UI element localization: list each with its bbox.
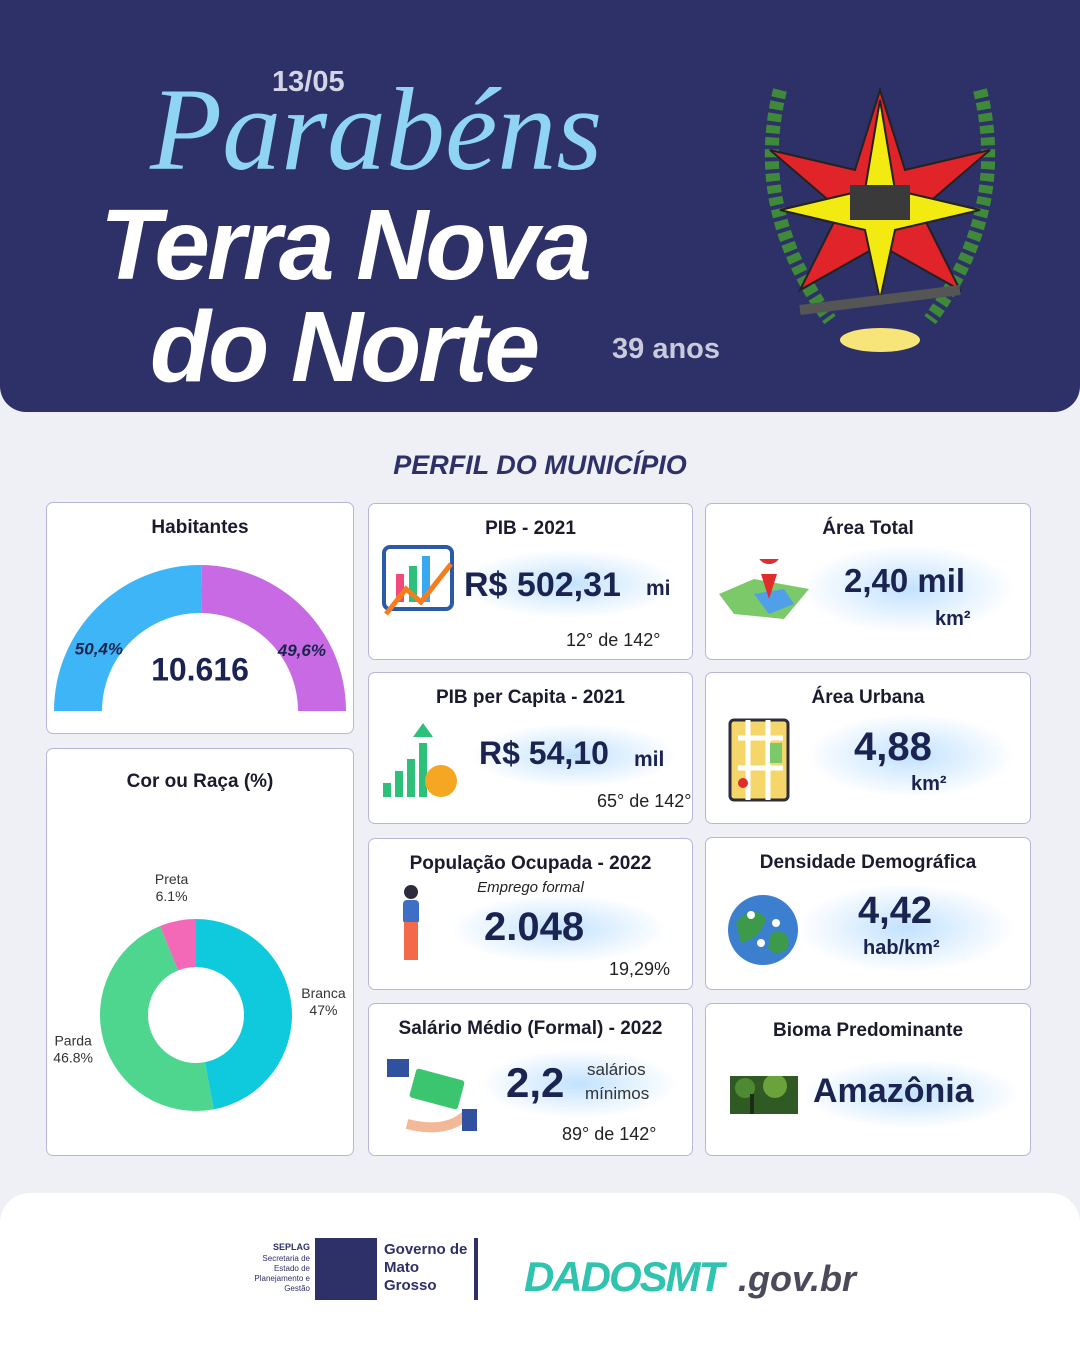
unit: mínimos <box>585 1084 650 1103</box>
card-title: Área Total <box>822 518 914 539</box>
icon <box>403 885 419 960</box>
unit: hab/km² <box>863 937 940 959</box>
card: PIB per Capita - 2021 R$ 54,10 mil 65° d… <box>368 672 693 824</box>
gov-line: Governo de <box>384 1241 468 1258</box>
icon <box>382 545 454 616</box>
gov-line: Mato <box>384 1259 419 1276</box>
unit: km² <box>935 608 971 630</box>
glow <box>796 883 1016 973</box>
divider <box>474 1238 478 1300</box>
rank: 12° de 142° <box>566 630 661 650</box>
unit: mi <box>646 577 671 600</box>
gov-line: Grosso <box>384 1277 437 1294</box>
value: 2,2 <box>506 1059 565 1106</box>
glow <box>801 1059 1021 1129</box>
card: Densidade Demográfica 4,42 hab/km² <box>705 837 1031 990</box>
icon <box>728 895 798 965</box>
card: Área Total 2,40 mil km² <box>705 503 1031 660</box>
card-title: Área Urbana <box>811 687 925 708</box>
card: Área Urbana 4,88 km² <box>705 672 1031 824</box>
card-title: Bioma Predominante <box>772 1020 964 1041</box>
gov: Governo de Mato Grosso <box>384 1241 467 1295</box>
card: Habitantes <box>46 502 354 734</box>
card: Cor ou Raça (%) <box>46 748 354 1156</box>
glow <box>806 713 1016 798</box>
card: PIB - 2021 R$ 502,31 mi 12° de 142° <box>368 503 693 660</box>
rank: 19,29% <box>609 959 671 979</box>
card-title: População Ocupada - 2022 <box>409 853 652 874</box>
value: 2,40 mil <box>844 562 966 599</box>
value: R$ 54,10 <box>479 735 609 771</box>
card-title: PIB - 2021 <box>485 518 576 539</box>
glow <box>801 544 1016 634</box>
card-title: Habitantes <box>151 517 249 538</box>
icon <box>730 1076 798 1114</box>
card: Salário Médio (Formal) - 2022 2,2 salári… <box>368 1003 693 1156</box>
value: R$ 502,31 <box>464 566 621 604</box>
unit: km² <box>911 773 947 795</box>
domain: .gov.br <box>738 1258 857 1299</box>
card: Bioma Predominante Amazônia <box>705 1003 1031 1156</box>
seplag-name: Secretaria de Estado de Planejamento e G… <box>254 1254 310 1293</box>
glow <box>469 723 679 788</box>
rank: 89° de 142° <box>562 1124 657 1144</box>
subtitle: Emprego formal <box>477 879 584 896</box>
card-title: Salário Médio (Formal) - 2022 <box>398 1018 663 1039</box>
section-title: PERFIL DO MUNICÍPIO <box>393 450 687 480</box>
card-title: Cor ou Raça (%) <box>126 771 274 792</box>
coat-of-arms <box>764 86 996 352</box>
icon <box>719 559 809 619</box>
icon <box>728 718 790 802</box>
icon <box>387 1059 477 1133</box>
age: 39 anos <box>612 333 720 365</box>
brand: DADOSMT <box>524 1253 724 1300</box>
value: Amazônia <box>813 1072 974 1110</box>
unit: salários <box>587 1060 646 1079</box>
glow <box>449 894 669 964</box>
glow <box>479 1049 679 1119</box>
rank: 65° de 142° <box>597 791 692 811</box>
seplag: SEPLAG <box>272 1242 310 1252</box>
greeting: Parabéns <box>150 64 603 195</box>
card-title: Densidade Demográfica <box>759 852 977 873</box>
value: 4,42 <box>858 890 932 932</box>
date: 13/05 <box>272 66 345 98</box>
card: População Ocupada - 2022 Emprego formal … <box>368 838 693 990</box>
icon <box>383 723 457 797</box>
city-name: Terra Nova <box>100 189 592 301</box>
city-name: do Norte <box>150 291 540 403</box>
footer <box>0 1193 1080 1350</box>
value: 4,88 <box>854 725 932 769</box>
unit: mil <box>634 748 665 771</box>
card-title: PIB per Capita - 2021 <box>435 687 626 708</box>
value: 2.048 <box>484 905 585 949</box>
seal <box>315 1238 377 1300</box>
glow <box>459 549 679 619</box>
